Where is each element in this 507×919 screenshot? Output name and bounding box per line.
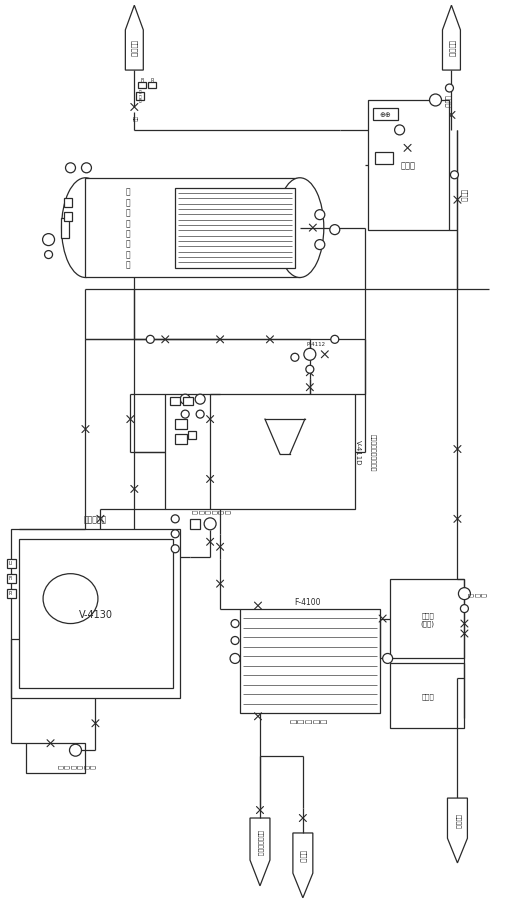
Circle shape bbox=[291, 354, 299, 362]
Bar bbox=[7, 589, 16, 598]
Circle shape bbox=[204, 518, 216, 530]
Text: 充装泵: 充装泵 bbox=[461, 189, 468, 202]
Circle shape bbox=[45, 251, 53, 259]
Polygon shape bbox=[448, 799, 467, 863]
Polygon shape bbox=[443, 6, 460, 71]
Text: LI: LI bbox=[9, 561, 13, 565]
Text: 双
氧
水
稀
释
泵: 双 氧 水 稀 释 泵 bbox=[191, 509, 229, 513]
Circle shape bbox=[394, 126, 405, 136]
Text: 双氧水储槽: 双氧水储槽 bbox=[84, 516, 107, 524]
Text: 氟硅酸及氢氟水混合槽: 氟硅酸及氢氟水混合槽 bbox=[370, 434, 375, 471]
Text: F-4100: F-4100 bbox=[295, 597, 321, 607]
Bar bbox=[63, 212, 73, 221]
Circle shape bbox=[69, 744, 82, 756]
Bar bbox=[138, 83, 147, 89]
Bar bbox=[175, 420, 187, 429]
Circle shape bbox=[43, 234, 55, 246]
Circle shape bbox=[231, 620, 239, 628]
Text: 放空: 放空 bbox=[132, 116, 137, 121]
Circle shape bbox=[171, 530, 179, 539]
Text: FI: FI bbox=[9, 575, 13, 581]
Bar bbox=[136, 93, 144, 101]
Polygon shape bbox=[250, 818, 270, 886]
Text: 老液槽: 老液槽 bbox=[421, 692, 434, 698]
Text: 工厂气: 工厂气 bbox=[300, 849, 306, 862]
Bar bbox=[170, 398, 180, 405]
Circle shape bbox=[315, 210, 325, 221]
Ellipse shape bbox=[43, 574, 98, 624]
Bar bbox=[60, 219, 68, 238]
Text: V-4130: V-4130 bbox=[79, 609, 113, 618]
Text: 王水硫酸: 王水硫酸 bbox=[131, 40, 137, 57]
Text: 充装泵: 充装泵 bbox=[444, 95, 451, 108]
Circle shape bbox=[230, 653, 240, 664]
Text: 二
级
微
孔
滤
膜
组
件: 二 级 微 孔 滤 膜 组 件 bbox=[126, 187, 131, 269]
Bar bbox=[389, 579, 464, 659]
Circle shape bbox=[147, 336, 154, 344]
Circle shape bbox=[82, 164, 91, 174]
Circle shape bbox=[195, 395, 205, 404]
Text: P-4112: P-4112 bbox=[306, 342, 325, 346]
Circle shape bbox=[446, 85, 453, 93]
Circle shape bbox=[171, 545, 179, 553]
Text: 双
氧
水
卸
料
泵: 双 氧 水 卸 料 泵 bbox=[56, 765, 95, 768]
Text: 微
孔
过
滤
器: 微 孔 过 滤 器 bbox=[289, 719, 327, 722]
Bar bbox=[175, 188, 295, 268]
Text: PI: PI bbox=[9, 591, 13, 596]
Circle shape bbox=[171, 516, 179, 523]
Bar bbox=[188, 432, 196, 439]
Bar bbox=[389, 664, 464, 729]
Circle shape bbox=[450, 172, 458, 179]
Text: V-411D: V-411D bbox=[355, 440, 360, 465]
Circle shape bbox=[181, 411, 189, 419]
Text: 碱液槽: 碱液槽 bbox=[401, 161, 416, 170]
Text: PI: PI bbox=[150, 77, 155, 83]
Circle shape bbox=[460, 605, 468, 613]
Bar bbox=[190, 519, 200, 529]
Circle shape bbox=[315, 241, 325, 250]
Bar bbox=[7, 574, 16, 583]
Text: 流
量
计: 流 量 计 bbox=[139, 90, 141, 104]
Bar bbox=[26, 743, 86, 773]
Bar bbox=[148, 83, 156, 89]
Polygon shape bbox=[125, 6, 143, 71]
Ellipse shape bbox=[61, 178, 110, 278]
Circle shape bbox=[306, 366, 314, 374]
Text: 老液槽
(老液): 老液槽 (老液) bbox=[420, 612, 434, 626]
Circle shape bbox=[429, 95, 442, 107]
Circle shape bbox=[231, 637, 239, 645]
Circle shape bbox=[180, 395, 190, 404]
Bar bbox=[373, 108, 397, 120]
Text: 氢氟酸废液处理: 氢氟酸废液处理 bbox=[257, 829, 263, 855]
Circle shape bbox=[330, 225, 340, 235]
Bar bbox=[11, 529, 180, 698]
Circle shape bbox=[331, 336, 339, 344]
Polygon shape bbox=[293, 833, 313, 898]
Text: 至硫酸槽: 至硫酸槽 bbox=[455, 813, 460, 828]
Circle shape bbox=[304, 349, 316, 361]
Bar bbox=[165, 395, 355, 509]
Text: 老
液
泵: 老 液 泵 bbox=[467, 592, 486, 596]
Bar bbox=[86, 178, 300, 278]
Circle shape bbox=[383, 653, 392, 664]
Text: ⊕⊕: ⊕⊕ bbox=[380, 112, 391, 118]
Ellipse shape bbox=[276, 178, 324, 278]
Bar bbox=[7, 559, 16, 568]
Bar bbox=[63, 199, 73, 208]
Text: FI: FI bbox=[140, 77, 144, 83]
Bar bbox=[375, 153, 392, 165]
Text: 至硫酸槽: 至硫酸槽 bbox=[448, 40, 455, 57]
Bar bbox=[183, 398, 193, 405]
Circle shape bbox=[65, 164, 76, 174]
Bar bbox=[175, 435, 187, 445]
Circle shape bbox=[196, 411, 204, 419]
Bar bbox=[240, 609, 380, 713]
Circle shape bbox=[458, 588, 470, 600]
Bar bbox=[368, 101, 450, 231]
Bar bbox=[19, 539, 173, 688]
